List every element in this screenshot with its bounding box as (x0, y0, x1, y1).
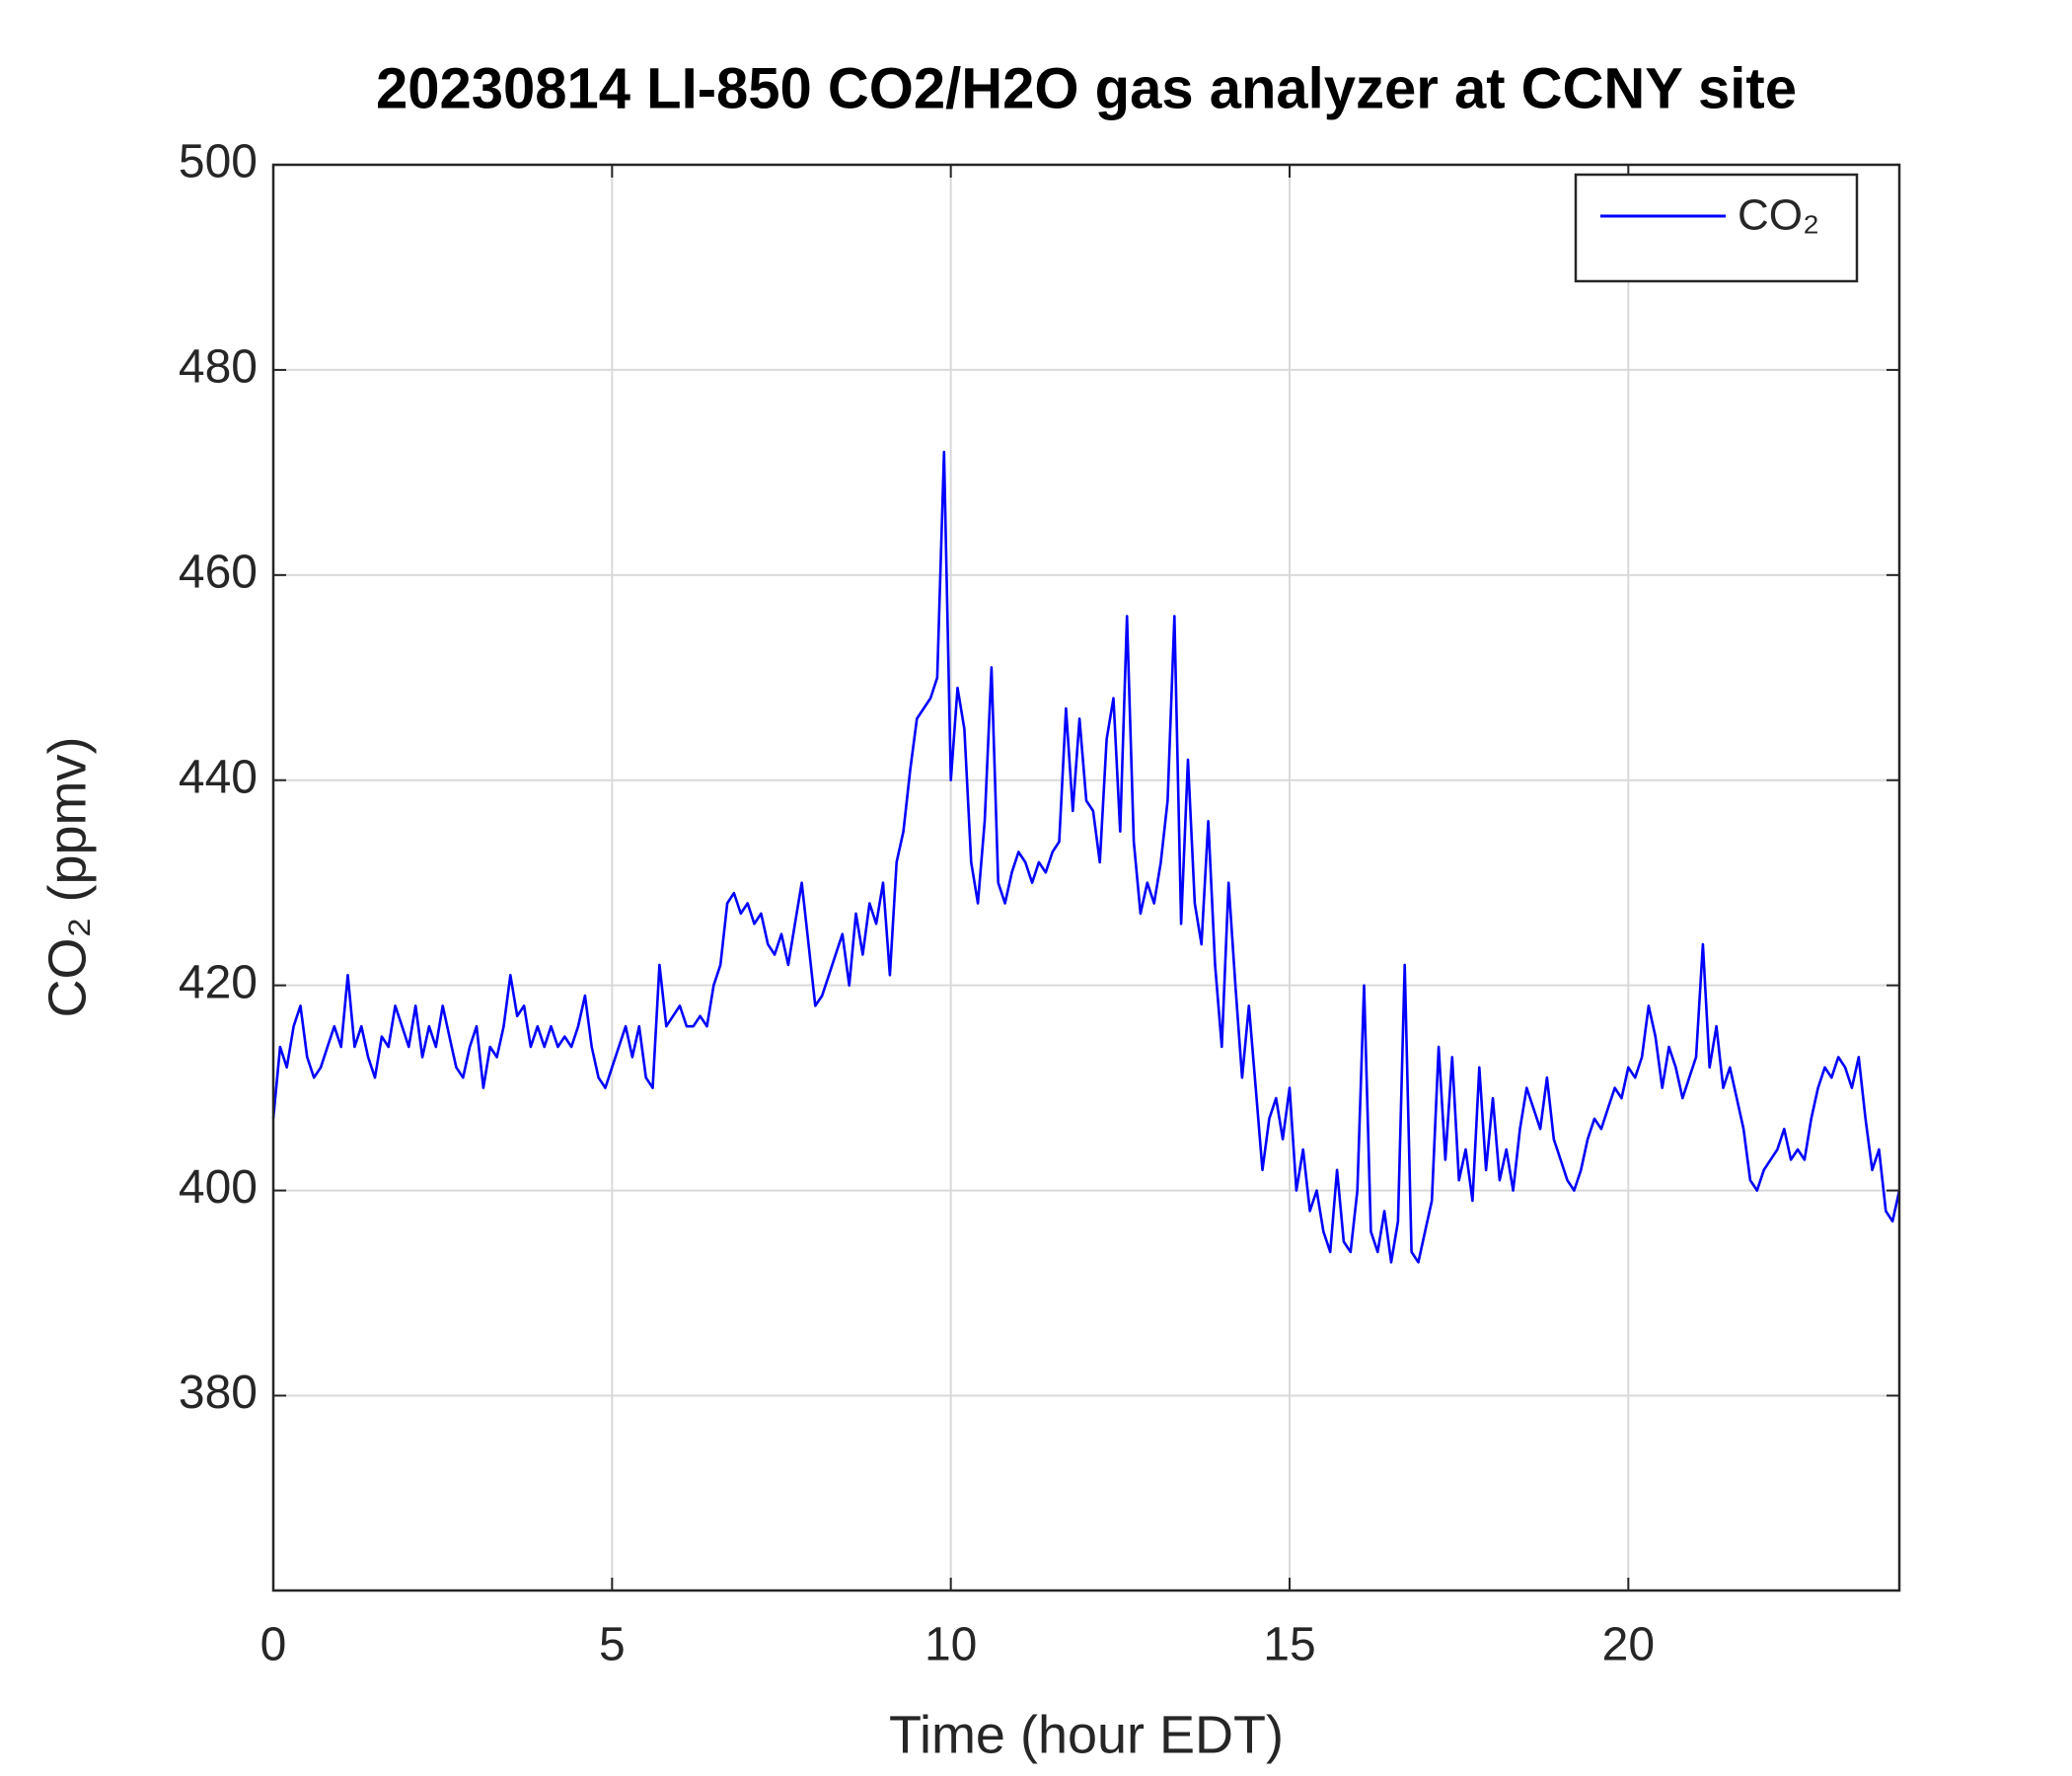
x-tick-label: 20 (1602, 1619, 1655, 1671)
y-tick-label: 440 (179, 751, 258, 803)
y-tick-label: 480 (179, 341, 258, 394)
y-axis-label: CO₂ (ppmv) (37, 737, 97, 1018)
axes-box (271, 163, 1901, 1592)
y-tick-label: 380 (179, 1367, 258, 1419)
y-tick-label: 420 (179, 956, 258, 1008)
y-tick-label: 460 (179, 546, 258, 598)
chart-title: 20230814 LI-850 CO2/H2O gas analyzer at … (376, 56, 1797, 120)
x-tick-label: 15 (1263, 1619, 1315, 1671)
x-axis-label: Time (hour EDT) (889, 1705, 1284, 1764)
legend-label: CO₂ (1738, 191, 1819, 240)
x-tick-label: 10 (925, 1619, 977, 1671)
data-line (271, 450, 1901, 1264)
x-tick-label: 5 (599, 1619, 626, 1671)
legend-box (1574, 173, 1859, 283)
x-tick-label: 0 (260, 1619, 287, 1671)
y-tick-label: 400 (179, 1161, 258, 1214)
y-tick-label: 500 (179, 136, 258, 188)
